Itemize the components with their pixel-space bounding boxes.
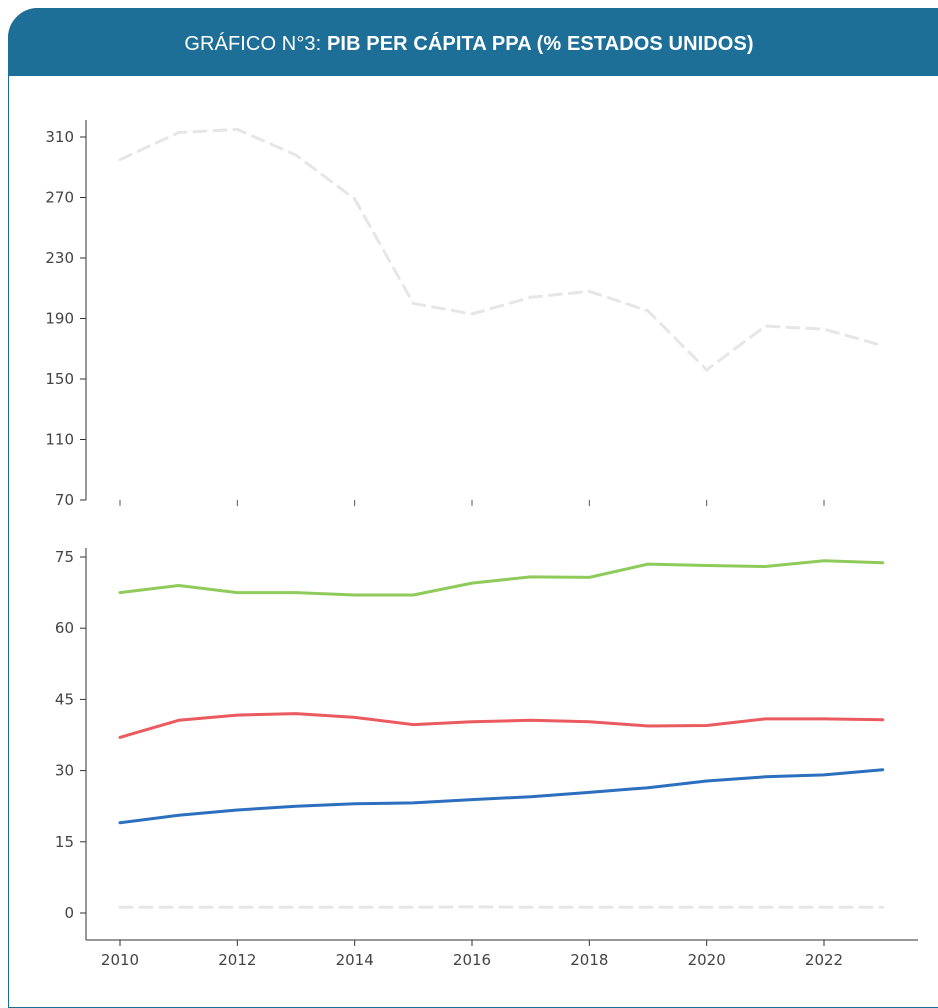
y-tick-label-top-270: 270 [45,189,74,207]
chart-title-prefix: GRÁFICO N°3: [184,33,327,55]
y-tick-label-bottom-45: 45 [55,690,74,708]
y-tick-label-top-110: 110 [45,431,74,449]
x-tick-label-2014: 2014 [336,951,374,969]
y-tick-label-top-150: 150 [45,370,74,388]
x-tick-label-2016: 2016 [453,951,491,969]
y-tick-label-top-190: 190 [45,310,74,328]
y-tick-label-top-310: 310 [45,128,74,146]
y-tick-label-bottom-30: 30 [55,762,74,780]
y-tick-label-bottom-15: 15 [55,833,74,851]
y-tick-label-top-70: 70 [55,491,74,509]
x-tick-label-2010: 2010 [101,951,139,969]
series-line-top-dashed [118,127,885,372]
series-line-bottom-green [118,559,885,597]
chart-title-main: PIB PER CÁPITA PPA (% ESTADOS UNIDOS) [326,33,754,55]
chart-title: GRÁFICO N°3: PIB PER CÁPITA PPA (% ESTAD… [0,33,938,56]
chart-header [8,8,938,76]
series-line-bottom-red [118,712,885,739]
y-tick-label-bottom-60: 60 [55,619,74,637]
y-tick-label-top-230: 230 [45,249,74,267]
series-line-bottom-blue [118,768,885,825]
y-tick-label-bottom-0: 0 [64,904,74,922]
chart-svg: 70 110 150 190 230 270 310 0 15 30 45 60 75 2010 2012 2… [45,120,918,969]
x-tick-label-2012: 2012 [218,951,256,969]
x-tick-label-2018: 2018 [570,951,608,969]
y-tick-label-bottom-75: 75 [55,548,74,566]
x-tick-label-2022: 2022 [805,951,843,969]
series-line-bottom-dashed [118,905,885,909]
chart-frame [8,8,938,1008]
x-tick-label-2020: 2020 [688,951,726,969]
